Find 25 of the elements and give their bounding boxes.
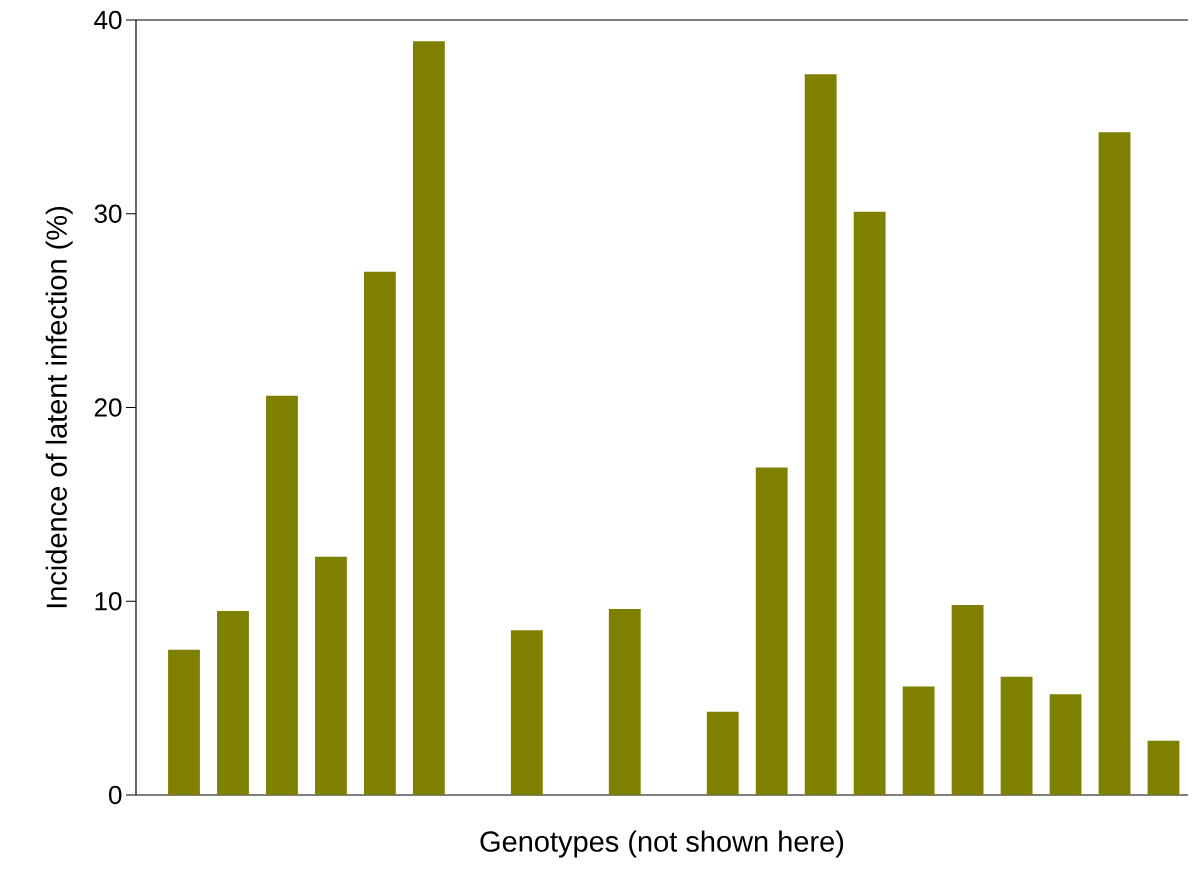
- bar: [217, 610, 249, 795]
- y-tick-label: 20: [94, 398, 122, 417]
- bar: [266, 395, 298, 795]
- x-axis-title: Genotypes (not shown here): [480, 830, 844, 858]
- bar: [804, 74, 837, 795]
- bar: [608, 609, 641, 795]
- bar: [951, 605, 984, 795]
- bar: [755, 467, 788, 795]
- bar: [363, 271, 396, 795]
- y-tick-label: 30: [94, 204, 122, 223]
- bar: [412, 41, 445, 795]
- y-tick-label: 40: [94, 10, 122, 30]
- y-tick-label: 0: [109, 785, 122, 805]
- bar: [853, 211, 886, 795]
- bar: [315, 556, 347, 795]
- y-axis-title: Incidence of latent infection (%): [45, 207, 73, 608]
- bar: [1098, 132, 1131, 795]
- bar: [1049, 694, 1082, 795]
- bar: [510, 630, 543, 795]
- bar: [1147, 740, 1180, 795]
- bar: [168, 649, 200, 795]
- bar: [902, 686, 935, 795]
- bar: [706, 711, 739, 795]
- bar: [1000, 676, 1033, 795]
- y-tick-label: 10: [95, 592, 122, 611]
